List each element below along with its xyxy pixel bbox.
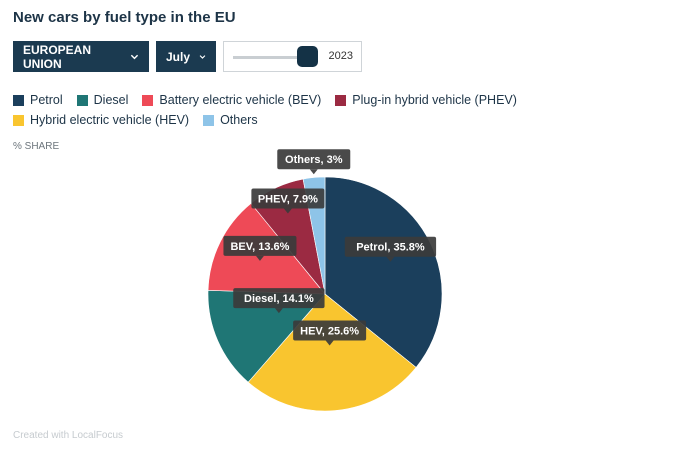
legend-label: Diesel <box>93 93 129 107</box>
pie-label-phev: PHEV, 7.9% <box>251 188 325 214</box>
pie-label-others: Others, 3% <box>277 149 351 175</box>
credit-text: Created with LocalFocus <box>13 430 124 441</box>
pie-label-pointer <box>309 169 318 175</box>
pie-label-bev: BEV, 13.6% <box>223 235 297 261</box>
pie-label-text: Diesel, 14.1% <box>244 293 314 305</box>
pie-slice-hev[interactable] <box>247 293 417 412</box>
pie-labels: Petrol, 35.8% HEV, 25.6% Diesel, 14.1% BEV,… <box>223 149 437 346</box>
pie-label-text: PHEV, 7.9% <box>258 193 318 205</box>
unit-label: % SHARE <box>13 141 60 152</box>
pie-label-text: BEV, 13.6% <box>230 241 289 253</box>
controls-bar: EUROPEAN UNION July 2023 <box>13 41 362 72</box>
legend-label: Plug-in hybrid vehicle (PHEV) <box>352 93 517 107</box>
pie-label-box <box>223 235 297 256</box>
chevron-down-icon <box>130 54 139 59</box>
legend-swatch <box>76 94 88 106</box>
legend-item-phev[interactable]: Plug-in hybrid vehicle (PHEV) <box>335 90 517 110</box>
pie-label-hev: HEV, 25.6% <box>293 320 367 346</box>
legend-swatch <box>142 94 154 106</box>
pie-label-box <box>277 149 351 170</box>
legend-label: Battery electric vehicle (BEV) <box>159 93 322 107</box>
region-dropdown[interactable]: EUROPEAN UNION <box>13 41 149 72</box>
legend-label: Others <box>220 113 258 127</box>
slider-track[interactable] <box>233 56 313 59</box>
pie-label-diesel: Diesel, 14.1% <box>233 288 325 314</box>
pie-label-box <box>344 236 437 257</box>
pie-label-box <box>293 320 367 341</box>
legend-item-hev[interactable]: Hybrid electric vehicle (HEV) <box>13 110 189 130</box>
legend-label: Hybrid electric vehicle (HEV) <box>30 113 190 127</box>
pie-label-pointer <box>274 308 283 314</box>
legend-swatch <box>13 114 24 126</box>
pie-label-box <box>251 188 325 209</box>
legend-swatch <box>13 94 24 106</box>
pie-label-pointer <box>255 255 264 261</box>
legend-swatch <box>203 114 215 126</box>
pie-label-pointer <box>325 340 334 346</box>
legend-label: Petrol <box>30 93 63 107</box>
pie-label-text: Petrol, 35.8% <box>356 242 425 254</box>
legend-item-others[interactable]: Others <box>203 110 258 130</box>
legend: Petrol Diesel Battery electric vehicle (… <box>13 90 573 130</box>
chart-title: New cars by fuel type in the EU <box>13 9 236 26</box>
month-dropdown[interactable]: July <box>156 41 216 72</box>
pie-label-pointer <box>283 208 292 214</box>
pie-label-petrol: Petrol, 35.8% <box>344 236 437 262</box>
legend-item-petrol[interactable]: Petrol <box>13 90 63 110</box>
pie-label-box <box>233 288 325 309</box>
region-dropdown-label: EUROPEAN UNION <box>23 42 92 71</box>
slider-year-value: 2023 <box>328 50 353 62</box>
pie-label-text: HEV, 25.6% <box>300 325 359 337</box>
chevron-down-icon <box>199 54 206 59</box>
pie-label-pointer <box>386 256 395 262</box>
pie-slice-diesel[interactable] <box>207 290 326 383</box>
legend-item-bev[interactable]: Battery electric vehicle (BEV) <box>142 90 321 110</box>
pie-label-text: Others, 3% <box>285 154 343 166</box>
year-slider[interactable]: 2023 <box>223 41 362 72</box>
slider-handle[interactable] <box>297 46 318 67</box>
month-dropdown-label: July <box>166 49 191 64</box>
legend-item-diesel[interactable]: Diesel <box>76 90 129 110</box>
legend-swatch <box>335 94 347 106</box>
